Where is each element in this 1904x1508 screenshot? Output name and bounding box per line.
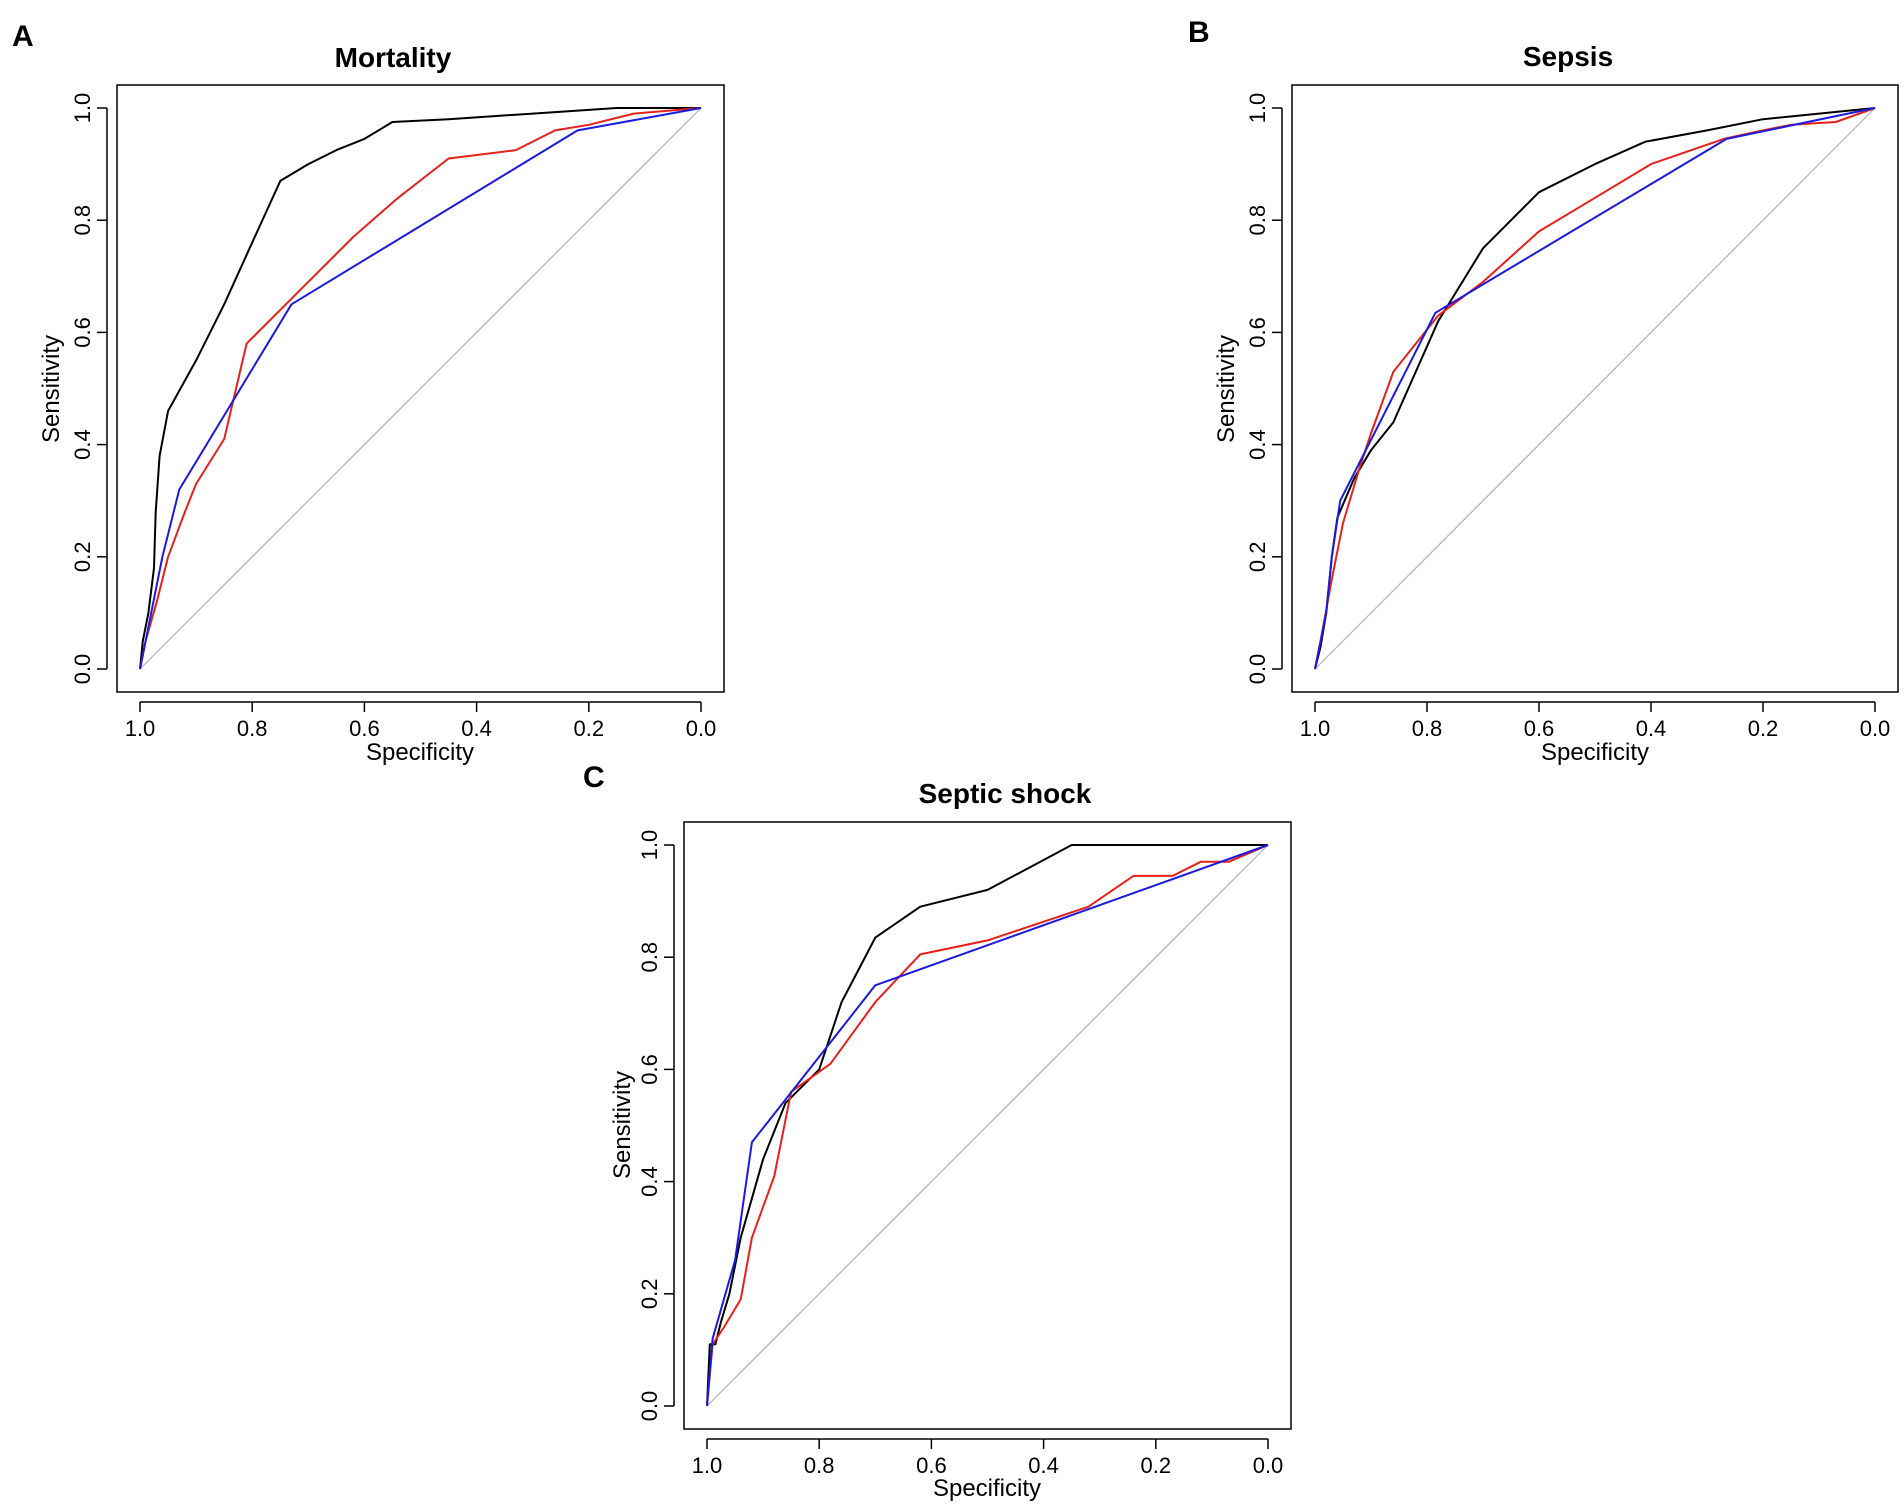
axes: 1.0 0.8 0.6 0.4 0.2 0.0 0.0 0.2 0.4 0.6 0.8 1.0 (70, 93, 716, 741)
x-tick-label: 0.2 (1748, 716, 1779, 741)
x-tick-label: 0.0 (1253, 1453, 1284, 1478)
y-tick-label: 0.2 (637, 1279, 662, 1310)
roc-curves (1314, 107, 1876, 670)
panel-sepsis: B Sepsis 1.0 0.8 0.6 0.4 0.2 0.0 0.0 0.2 0.4 0.6 0… (1188, 16, 1899, 766)
x-tick-label: 0.6 (349, 716, 380, 741)
x-tick-label: 0.6 (916, 1453, 947, 1478)
x-tick-label: 1.0 (125, 716, 156, 741)
y-tick-label: 0.4 (1245, 429, 1270, 460)
x-tick-label: 1.0 (1300, 716, 1331, 741)
chart-title: Sepsis (1523, 41, 1613, 72)
y-tick-label: 1.0 (637, 830, 662, 861)
x-tick-label: 0.6 (1524, 716, 1555, 741)
reference-diagonal (1314, 107, 1876, 670)
x-tick-label: 0.0 (1860, 716, 1891, 741)
plot-frame (116, 84, 725, 693)
x-tick-label: 1.0 (692, 1453, 723, 1478)
y-axis-label: Sensitivity (38, 335, 65, 443)
y-tick-label: 0.6 (637, 1054, 662, 1085)
reference-diagonal (139, 107, 702, 670)
y-tick-label: 0.4 (637, 1166, 662, 1197)
panel-mortality: A Mortality 1.0 0.8 0.6 0.4 0.2 0.0 0.0 0.2 0.4 0… (12, 20, 725, 766)
panel-letter: A (12, 20, 34, 53)
reference-diagonal (706, 844, 1269, 1407)
panel-letter: C (583, 761, 605, 794)
chart-title: Mortality (335, 42, 452, 73)
plot-frame (683, 821, 1292, 1430)
y-tick-label: 0.8 (1245, 205, 1270, 236)
x-axis-label: Specificity (366, 739, 474, 766)
x-tick-label: 0.8 (1412, 716, 1443, 741)
x-tick-label: 0.8 (804, 1453, 835, 1478)
y-tick-label: 0.2 (70, 542, 95, 573)
roc-curve-blue (1314, 107, 1876, 670)
axes: 1.0 0.8 0.6 0.4 0.2 0.0 0.0 0.2 0.4 0.6 0.8 1.0 (637, 830, 1283, 1478)
y-tick-label: 0.0 (70, 654, 95, 685)
plot-frame (1291, 84, 1899, 693)
x-axis-label: Specificity (933, 1475, 1041, 1502)
x-tick-label: 0.8 (237, 716, 268, 741)
y-tick-label: 0.2 (1245, 542, 1270, 573)
roc-curve-blue (139, 107, 702, 670)
panel-septic-shock: C Septic shock 1.0 0.8 0.6 0.4 0.2 0.0 0.0 0.2 0… (583, 761, 1292, 1502)
roc-curve-red (139, 107, 702, 670)
x-tick-label: 0.2 (574, 716, 605, 741)
y-tick-label: 0.6 (1245, 317, 1270, 348)
y-axis-label: Sensitivity (609, 1071, 636, 1179)
x-axis-label: Specificity (1541, 739, 1649, 766)
x-tick-label: 0.0 (686, 716, 717, 741)
x-tick-label: 0.4 (461, 716, 492, 741)
x-tick-label: 0.2 (1141, 1453, 1172, 1478)
roc-curve-red (706, 844, 1269, 1407)
roc-curve-black (139, 107, 701, 670)
roc-curve-blue (706, 844, 1269, 1407)
x-tick-label: 0.4 (1636, 716, 1667, 741)
y-tick-label: 1.0 (70, 93, 95, 124)
panel-letter: B (1188, 16, 1210, 49)
roc-curves (706, 844, 1269, 1407)
y-tick-label: 0.6 (70, 317, 95, 348)
y-tick-label: 0.8 (70, 205, 95, 236)
y-tick-label: 0.4 (70, 429, 95, 460)
y-tick-label: 0.0 (1245, 654, 1270, 685)
y-tick-label: 0.8 (637, 942, 662, 973)
chart-title: Septic shock (919, 778, 1092, 809)
y-tick-label: 1.0 (1245, 93, 1270, 124)
y-axis-label: Sensitivity (1213, 335, 1240, 443)
x-tick-label: 0.4 (1028, 1453, 1059, 1478)
y-tick-label: 0.0 (637, 1391, 662, 1422)
axes: 1.0 0.8 0.6 0.4 0.2 0.0 0.0 0.2 0.4 0.6 0.8 1.0 (1245, 93, 1890, 741)
roc-curves (139, 107, 702, 670)
